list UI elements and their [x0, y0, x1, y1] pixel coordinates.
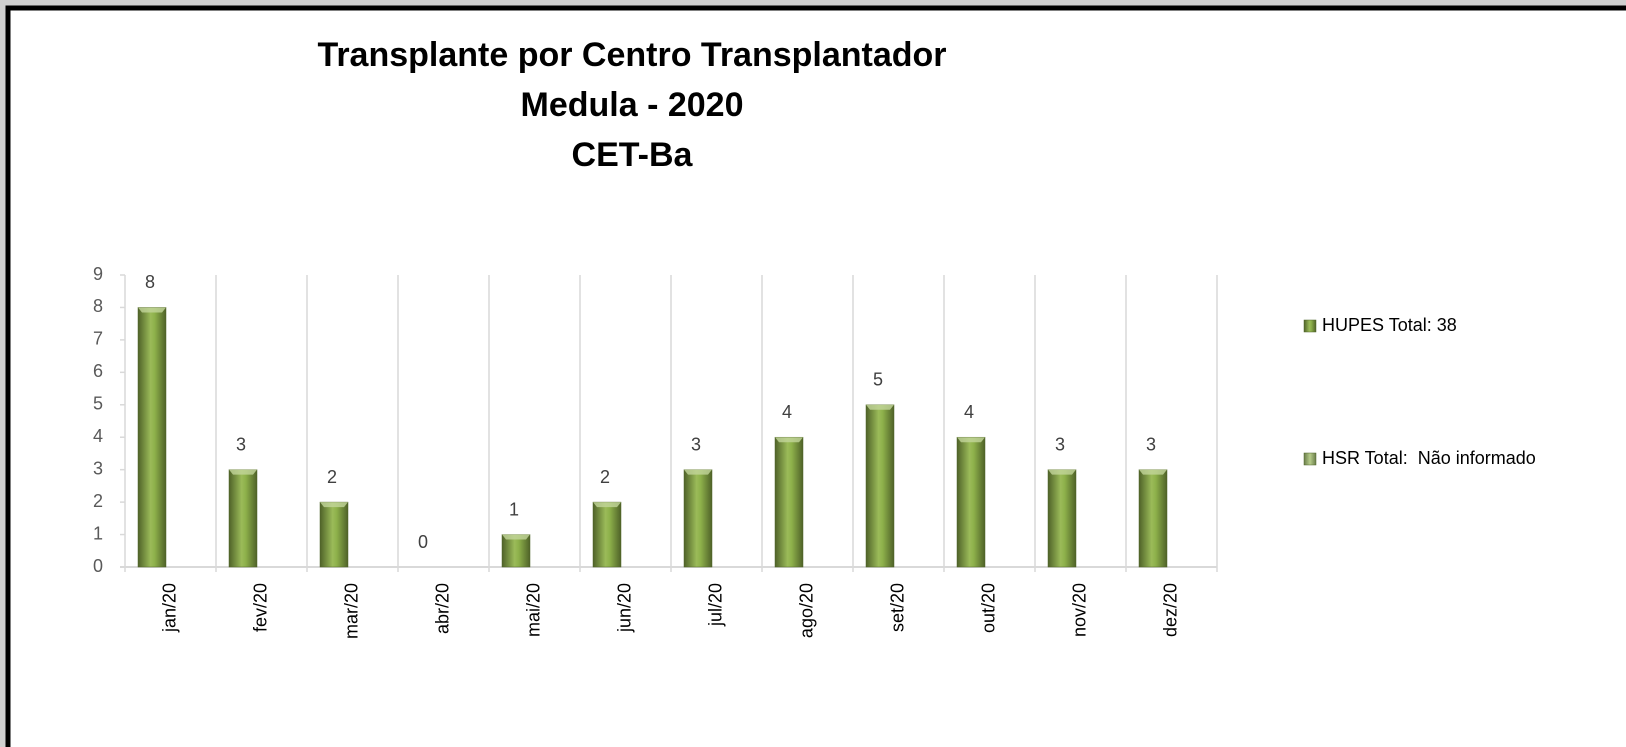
x-tick-label: nov/20	[1069, 583, 1089, 637]
y-tick-label: 4	[93, 426, 103, 446]
data-label: 2	[600, 467, 610, 487]
data-label: 1	[509, 499, 519, 519]
bar-cap	[1048, 469, 1076, 475]
x-tick-label: out/20	[978, 583, 998, 633]
data-label: 5	[873, 370, 883, 390]
bar	[137, 307, 167, 568]
y-tick-label: 8	[93, 296, 103, 316]
bar	[683, 469, 713, 568]
legend-marker	[1303, 452, 1317, 466]
y-tick-label: 5	[93, 394, 103, 414]
bar	[865, 404, 895, 568]
x-tick-label: mar/20	[341, 583, 361, 639]
x-tick-label: ago/20	[796, 583, 816, 638]
y-tick-label: 7	[93, 329, 103, 349]
x-tick-label: jul/20	[705, 583, 725, 627]
bar-cap	[320, 502, 348, 508]
bar	[956, 436, 986, 568]
data-label: 3	[1146, 434, 1156, 454]
x-tick-label: fev/20	[250, 583, 270, 632]
bar-cap	[593, 502, 621, 508]
legend-label: HSR Total: Não informado	[1322, 448, 1536, 468]
data-label: 2	[327, 467, 337, 487]
bar-cap	[138, 307, 166, 313]
chart-title: Transplante por Centro Transplantador	[317, 36, 946, 74]
bar-cap	[775, 437, 803, 443]
bar	[1138, 469, 1168, 568]
bar	[319, 501, 349, 568]
data-label: 3	[691, 434, 701, 454]
y-tick-label: 2	[93, 491, 103, 511]
bar-cap	[502, 534, 530, 540]
bar-cap	[229, 469, 257, 475]
y-tick-label: 1	[93, 523, 103, 543]
data-label: 3	[236, 434, 246, 454]
chart-area	[5, 5, 1626, 747]
x-tick-label: jan/20	[159, 583, 179, 633]
data-label: 4	[782, 402, 792, 422]
data-label: 8	[145, 272, 155, 292]
x-tick-label: abr/20	[432, 583, 452, 634]
data-label: 3	[1055, 434, 1065, 454]
y-tick-label: 6	[93, 361, 103, 381]
bar	[774, 436, 804, 568]
legend-marker	[1303, 319, 1317, 333]
bar-cap	[1139, 469, 1167, 475]
x-tick-label: jun/20	[614, 583, 634, 633]
data-label: 0	[418, 532, 428, 552]
y-tick-label: 0	[93, 556, 103, 576]
x-tick-label: mai/20	[523, 583, 543, 637]
x-tick-label: set/20	[887, 583, 907, 632]
chart-title: CET-Ba	[572, 136, 694, 174]
x-tick-label: dez/20	[1160, 583, 1180, 637]
bar	[1047, 469, 1077, 568]
bar	[501, 534, 531, 568]
y-tick-label: 9	[93, 264, 103, 284]
legend-label: HUPES Total: 38	[1322, 315, 1457, 335]
bar	[592, 501, 622, 568]
bar	[228, 469, 258, 568]
y-tick-label: 3	[93, 458, 103, 478]
bar-cap	[866, 404, 894, 410]
bar-cap	[957, 437, 985, 443]
data-label: 4	[964, 402, 974, 422]
chart-title: Medula - 2020	[521, 86, 744, 124]
bar-cap	[684, 469, 712, 475]
